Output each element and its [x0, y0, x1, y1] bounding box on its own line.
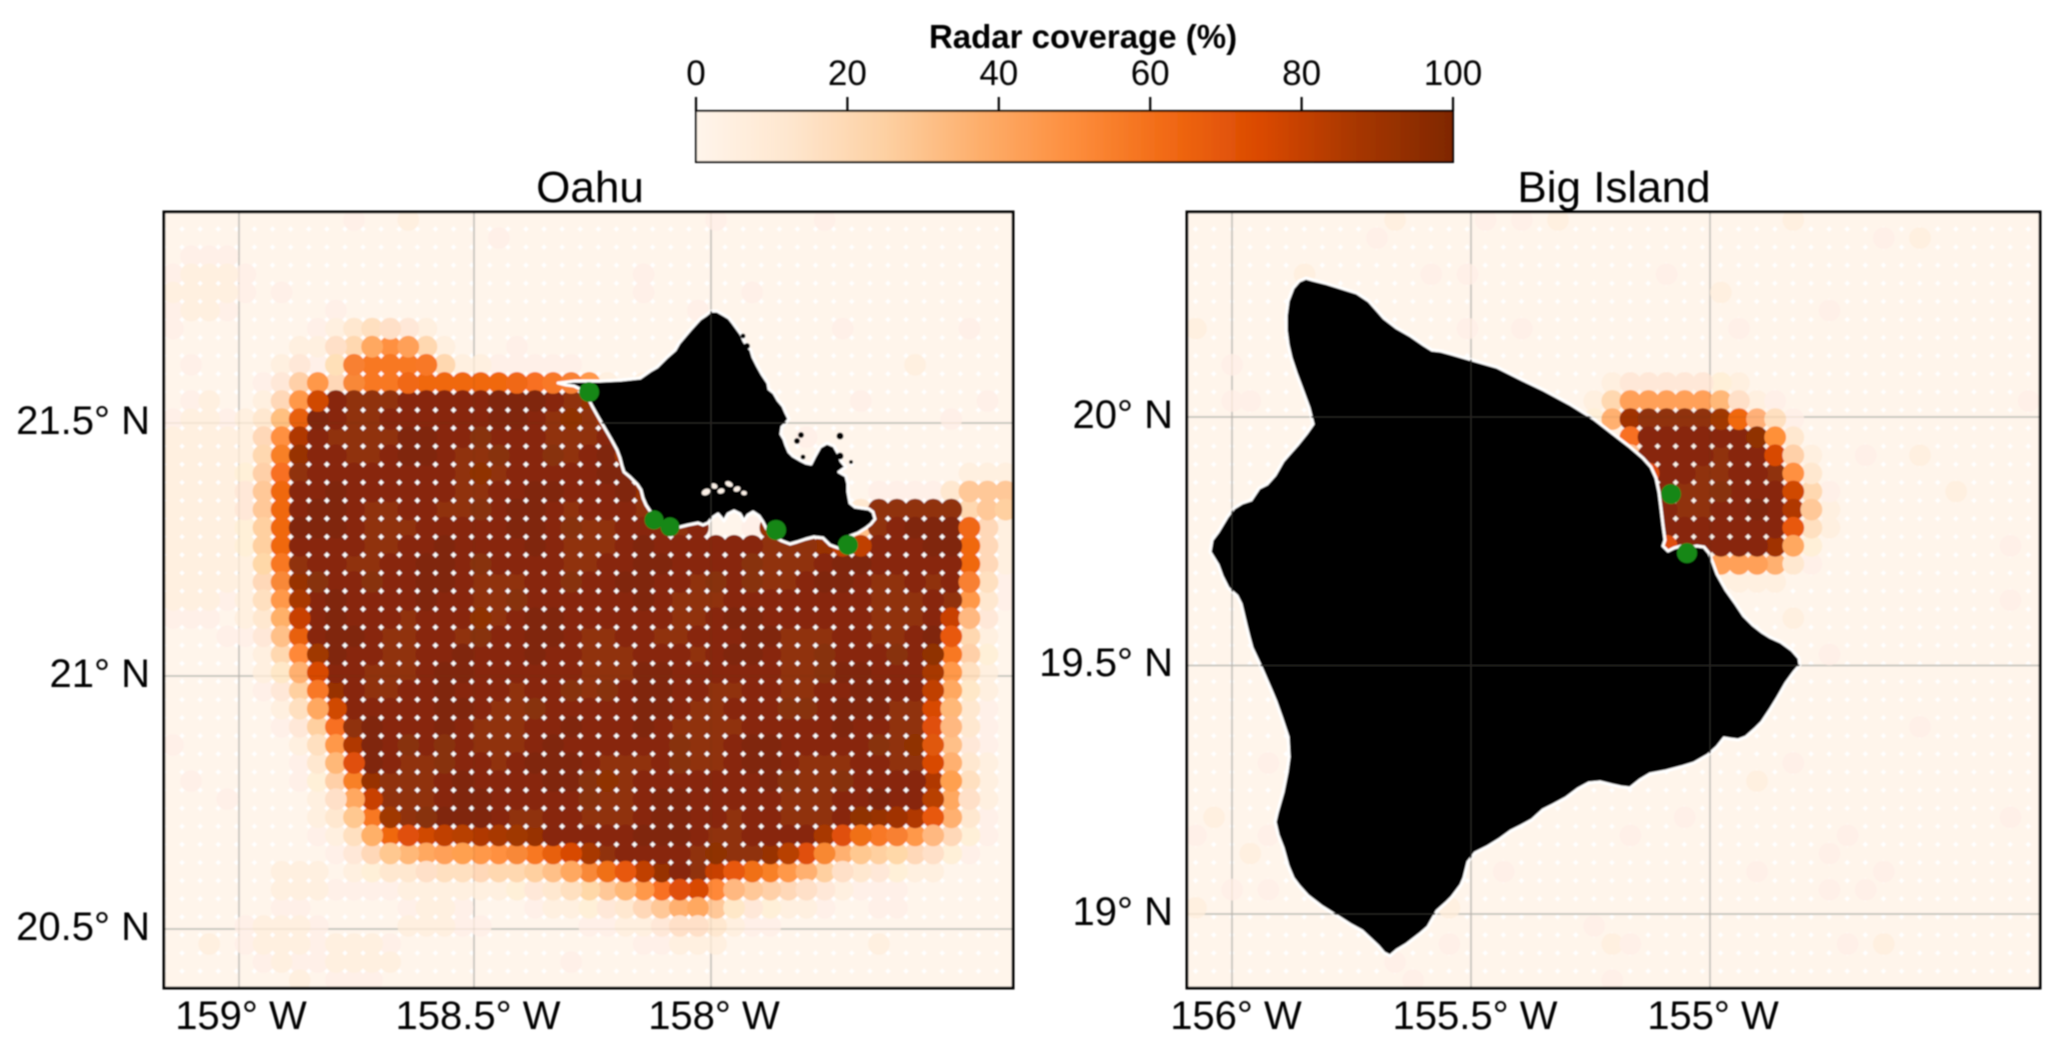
svg-text:Radar coverage (%): Radar coverage (%) [929, 18, 1237, 55]
svg-text:20: 20 [828, 54, 867, 93]
svg-text:20.5° N: 20.5° N [16, 905, 150, 949]
svg-text:19.5° N: 19.5° N [1039, 641, 1173, 685]
svg-text:19° N: 19° N [1073, 890, 1174, 934]
svg-text:21° N: 21° N [50, 652, 151, 696]
svg-text:60: 60 [1131, 54, 1170, 93]
svg-text:21.5° N: 21.5° N [16, 399, 150, 443]
svg-text:Oahu: Oahu [536, 163, 644, 212]
svg-text:20° N: 20° N [1073, 393, 1174, 437]
svg-text:156° W: 156° W [1170, 994, 1302, 1038]
svg-text:0: 0 [686, 54, 705, 93]
svg-text:158° W: 158° W [648, 994, 780, 1038]
svg-text:80: 80 [1282, 54, 1321, 93]
svg-text:Big Island: Big Island [1517, 163, 1710, 212]
svg-text:159° W: 159° W [175, 994, 307, 1038]
svg-text:158.5° W: 158.5° W [396, 994, 561, 1038]
svg-text:40: 40 [979, 54, 1018, 93]
svg-text:155.5° W: 155.5° W [1393, 994, 1558, 1038]
svg-text:100: 100 [1424, 54, 1482, 93]
svg-text:155° W: 155° W [1647, 994, 1779, 1038]
